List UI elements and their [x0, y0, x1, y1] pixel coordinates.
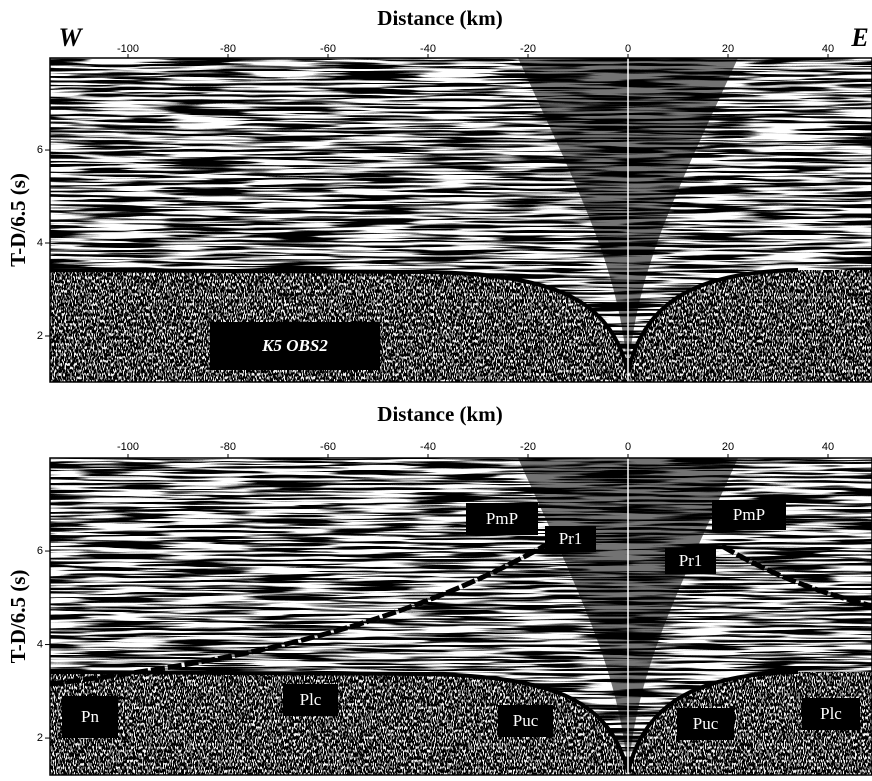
annotation: PmP: [486, 509, 518, 528]
annotation-box: [283, 684, 338, 716]
annotation-box: [677, 708, 734, 740]
y-tick-label: 4: [37, 638, 43, 650]
x-tick-label: -80: [220, 441, 236, 453]
x-tick-label: -100: [117, 441, 139, 453]
annotation-box: [545, 526, 596, 552]
annotation-box: [62, 696, 118, 738]
annotation: Plc: [820, 704, 842, 723]
side-label: W: [58, 23, 83, 52]
annotation: Puc: [513, 711, 539, 730]
x-tick-label: 0: [625, 441, 631, 453]
x-tick-label: 0: [625, 43, 631, 55]
chart-title: Distance (km): [377, 6, 502, 30]
annotation: K5 OBS2: [261, 336, 328, 355]
x-tick-label: -60: [320, 43, 336, 55]
annotation: Plc: [300, 690, 322, 709]
y-axis-label: T-D/6.5 (s): [6, 570, 30, 664]
x-tick-label: -40: [420, 43, 436, 55]
y-tick-label: 2: [37, 732, 43, 744]
y-tick-label: 4: [37, 237, 43, 249]
chart-title: Distance (km): [377, 402, 502, 426]
phase-curve: [720, 543, 872, 609]
annotation: Pr1: [559, 529, 583, 548]
annotation-box: [712, 500, 786, 530]
annotation: Pr1: [679, 551, 703, 570]
plot: [50, 58, 872, 382]
annotation: Pn: [81, 707, 99, 726]
x-tick-label: 20: [722, 43, 734, 55]
annotation-box: [802, 698, 860, 730]
x-tick-label: -20: [520, 441, 536, 453]
x-tick-label: -40: [420, 441, 436, 453]
x-tick-label: -80: [220, 43, 236, 55]
annotation: Puc: [693, 714, 719, 733]
y-tick-label: 6: [37, 144, 43, 156]
y-tick-label: 2: [37, 330, 43, 342]
x-tick-label: 20: [722, 441, 734, 453]
annotation-box: [498, 705, 553, 737]
frame: [49, 457, 872, 776]
phase-curve: [50, 537, 557, 687]
annotation-box: [466, 503, 538, 535]
x-tick-label: 40: [822, 43, 834, 55]
y-axis-label: T-D/6.5 (s): [6, 173, 30, 267]
x-tick-label: 40: [822, 441, 834, 453]
annotation-box: [210, 322, 380, 370]
annotation-box: [665, 548, 716, 574]
frame: [49, 57, 872, 383]
x-tick-label: -100: [117, 43, 139, 55]
annotation: PmP: [733, 505, 765, 524]
y-tick-label: 6: [37, 545, 43, 557]
x-tick-label: -60: [320, 441, 336, 453]
x-tick-label: -20: [520, 43, 536, 55]
side-label: E: [850, 23, 868, 52]
